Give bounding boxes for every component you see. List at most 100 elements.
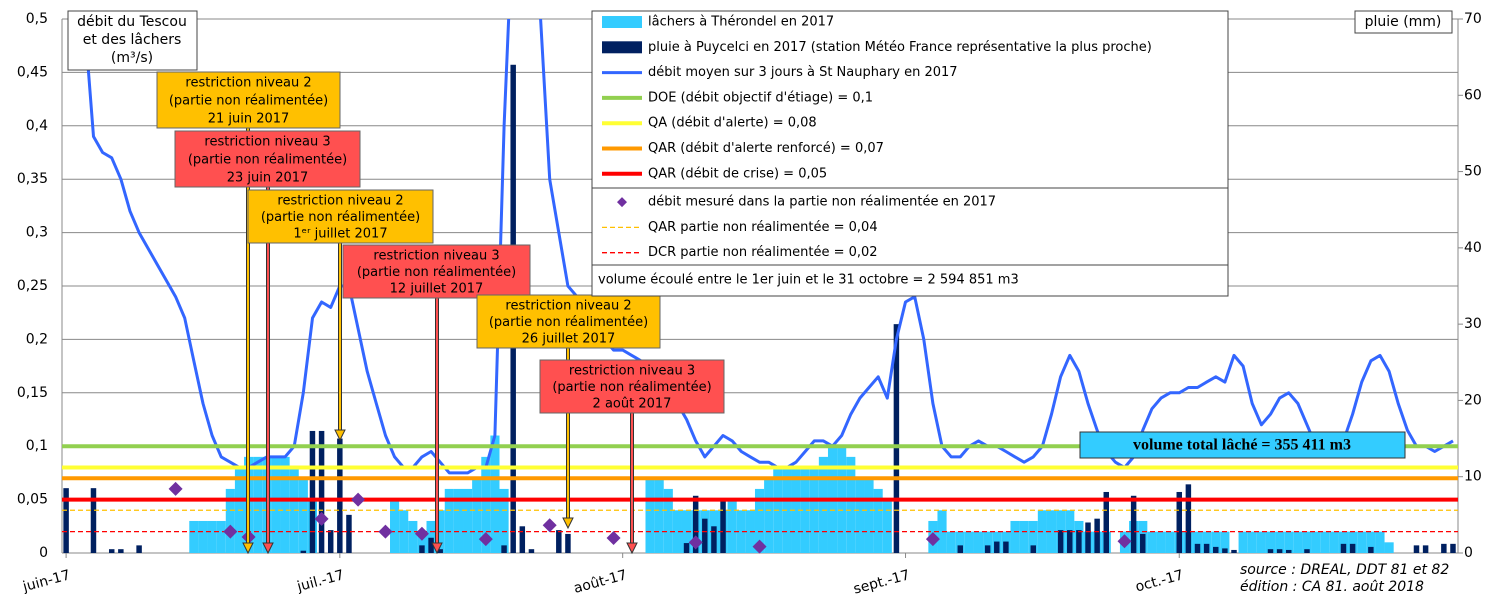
bar xyxy=(63,488,69,553)
bar xyxy=(490,435,500,553)
legend-label: QAR (débit d'alerte renforcé) = 0,07 xyxy=(648,141,884,156)
bar xyxy=(463,488,473,553)
source-text: édition : CA 81. août 2018 xyxy=(1240,579,1424,594)
bar xyxy=(1176,491,1182,553)
bar xyxy=(1286,549,1292,553)
annotation-text: 23 juin 2017 xyxy=(227,171,309,186)
bar xyxy=(1247,531,1257,553)
annotation-text: (partie non réalimentée) xyxy=(489,315,648,330)
bar xyxy=(556,530,562,553)
bar xyxy=(1276,549,1283,553)
bar xyxy=(1366,531,1376,553)
bar xyxy=(983,531,993,553)
bar xyxy=(253,456,263,553)
bar xyxy=(1165,531,1175,553)
bar xyxy=(672,510,682,553)
bar xyxy=(1413,545,1420,553)
bar xyxy=(1375,531,1385,553)
bar xyxy=(1194,543,1201,553)
bar xyxy=(1192,531,1203,553)
y-label: et des lâchers xyxy=(83,32,182,48)
bar xyxy=(309,430,316,553)
legend-label: DOE (débit objectif d'étiage) = 0,1 xyxy=(648,90,873,105)
y2-tick-label: 20 xyxy=(1464,392,1482,408)
bar xyxy=(711,526,717,553)
bar xyxy=(846,456,856,553)
bar xyxy=(499,488,509,553)
bar xyxy=(1311,531,1321,553)
annotation-box xyxy=(156,71,341,129)
bar xyxy=(519,526,526,553)
bar xyxy=(399,510,409,553)
annotation-text: (partie non réalimentée) xyxy=(188,153,347,168)
bar xyxy=(1019,520,1029,553)
bar xyxy=(1293,531,1303,553)
bar xyxy=(207,520,217,553)
legend-note: volume écoulé entre le 1er juin et le 31… xyxy=(598,273,1019,288)
annotation-box xyxy=(342,244,531,299)
legend-swatch xyxy=(617,197,627,208)
point xyxy=(478,532,493,547)
bar xyxy=(645,478,655,553)
bar xyxy=(472,478,482,553)
annotation-box xyxy=(174,130,361,188)
bar xyxy=(720,499,726,553)
annotation-text: 2 août 2017 xyxy=(593,397,672,412)
bar xyxy=(1213,546,1219,553)
bar xyxy=(327,530,334,553)
y2-tick-label: 70 xyxy=(1464,11,1482,27)
annotation-arrowhead xyxy=(431,542,443,555)
bar xyxy=(1140,533,1146,553)
bar xyxy=(298,478,308,553)
annotation-text: restriction niveau 3 xyxy=(373,249,499,264)
bar xyxy=(1057,530,1064,553)
legend-label: QAR partie non réalimentée = 0,04 xyxy=(648,220,878,235)
y-tick-label: 0,5 xyxy=(26,11,48,27)
bar xyxy=(1211,531,1221,553)
bar xyxy=(1203,543,1210,553)
bar xyxy=(1202,531,1212,553)
point xyxy=(314,511,329,526)
y-tick-label: 0,3 xyxy=(26,225,48,241)
bar xyxy=(346,514,352,553)
point xyxy=(351,492,366,507)
bar xyxy=(984,545,991,553)
bar xyxy=(481,456,491,553)
bar xyxy=(189,520,199,553)
bar xyxy=(1030,545,1037,553)
bar xyxy=(271,456,281,553)
bar xyxy=(1103,491,1109,553)
bar xyxy=(1046,510,1057,553)
annotation-text: 1ᵉʳ juillet 2017 xyxy=(293,227,387,242)
annotation-text: restriction niveau 2 xyxy=(505,299,631,314)
bar xyxy=(1085,522,1091,553)
bar xyxy=(736,510,746,553)
bar xyxy=(1156,531,1166,553)
bar xyxy=(444,488,454,553)
y-tick-label: 0,35 xyxy=(17,171,48,187)
bar xyxy=(136,545,142,553)
annotation-text: restriction niveau 3 xyxy=(204,135,330,150)
annotation-arrowhead xyxy=(562,517,574,530)
bar xyxy=(800,467,810,553)
bar xyxy=(1094,518,1100,553)
bar xyxy=(1340,543,1347,553)
annotation-arrowhead xyxy=(242,542,254,555)
y-tick-label: 0,4 xyxy=(26,118,48,134)
bar xyxy=(1302,531,1312,553)
annotation-text: 21 juin 2017 xyxy=(208,112,290,127)
annotation-text: (partie non réalimentée) xyxy=(261,210,420,225)
bar xyxy=(390,499,400,553)
bar xyxy=(754,488,765,553)
y-tick-label: 0 xyxy=(39,545,48,561)
bar xyxy=(1222,548,1228,553)
bar xyxy=(437,549,443,553)
bar xyxy=(1348,531,1358,553)
x-tick-label: août-17 xyxy=(572,567,629,594)
bar xyxy=(973,531,984,553)
annotation-text: restriction niveau 2 xyxy=(277,194,403,209)
annotation-text: restriction niveau 2 xyxy=(185,76,311,91)
bar xyxy=(501,545,507,553)
bar xyxy=(1220,531,1230,553)
